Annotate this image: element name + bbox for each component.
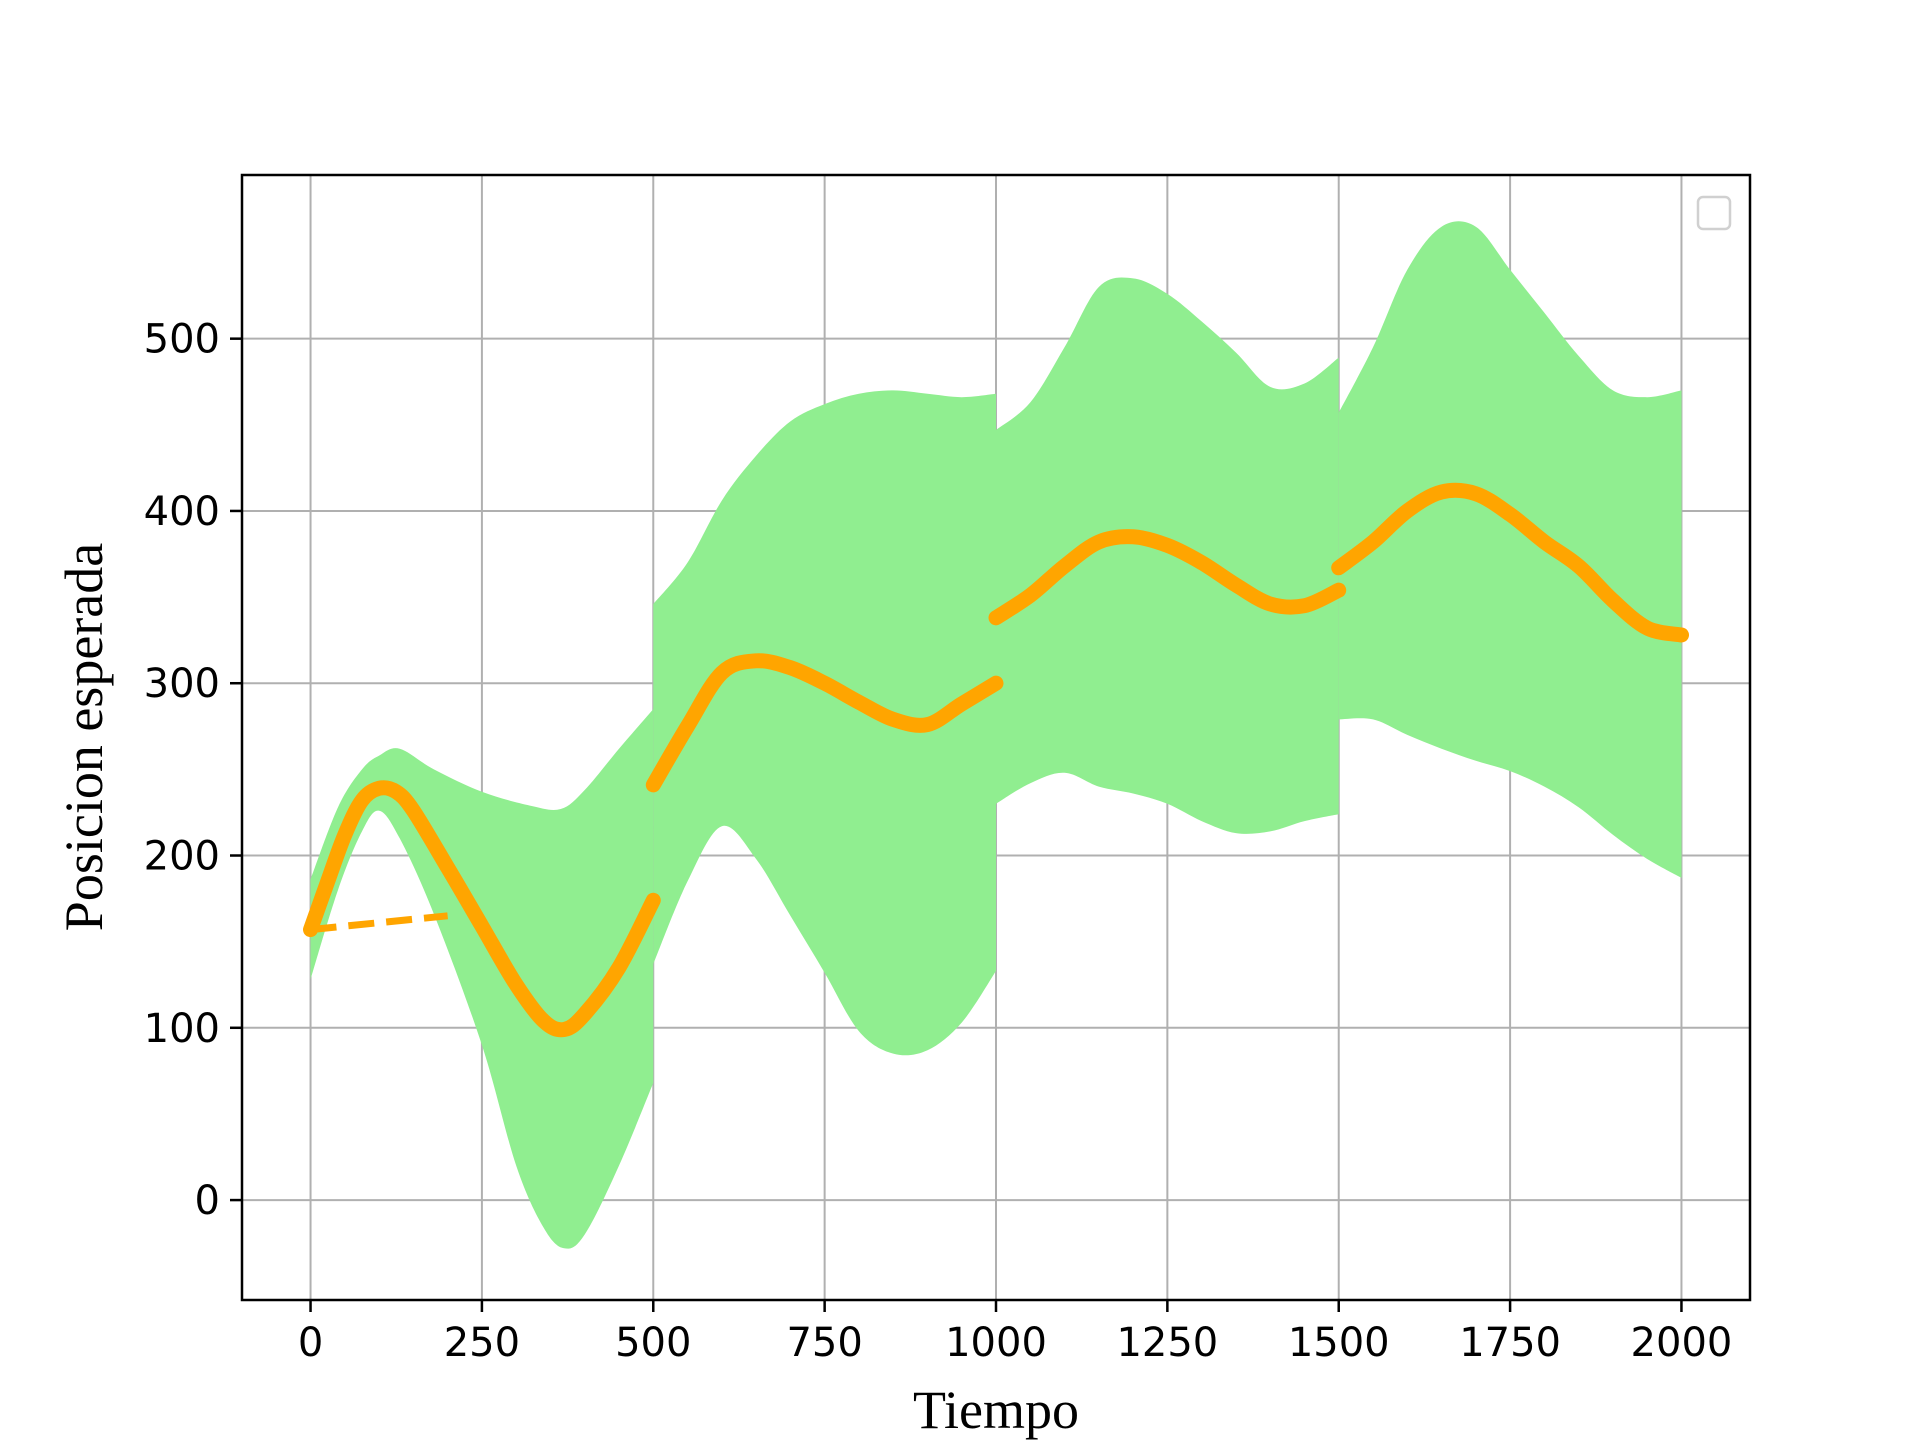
x-axis-ticks: 0 250 500 750 1000 1250 1500 1750 2000 bbox=[298, 1300, 1733, 1366]
x-tick-label: 500 bbox=[615, 1320, 691, 1366]
confidence-band-3 bbox=[996, 277, 1339, 834]
x-tick-label: 1500 bbox=[1288, 1320, 1390, 1366]
y-tick-label: 0 bbox=[195, 1178, 220, 1224]
mean-line-2 bbox=[645, 653, 1004, 793]
x-tick-label: 1000 bbox=[945, 1320, 1047, 1366]
legend-box bbox=[1696, 195, 1732, 231]
mean-line-3 bbox=[988, 529, 1347, 626]
x-tick-label: 250 bbox=[444, 1320, 520, 1366]
x-tick-label: 1750 bbox=[1459, 1320, 1561, 1366]
dashed-line bbox=[310, 912, 448, 934]
mean-line-4 bbox=[1331, 482, 1689, 643]
y-tick-label: 100 bbox=[144, 1006, 220, 1052]
x-tick-label: 1250 bbox=[1116, 1320, 1218, 1366]
y-axis-label: Posicion esperada bbox=[54, 543, 114, 931]
y-tick-label: 200 bbox=[144, 834, 220, 880]
confidence-band-1 bbox=[310, 709, 654, 1249]
confidence-band-4 bbox=[1338, 221, 1682, 878]
mean-lines bbox=[303, 482, 1689, 1038]
y-tick-label: 400 bbox=[144, 489, 220, 535]
confidence-bands bbox=[310, 221, 1682, 1249]
y-tick-label: 300 bbox=[144, 661, 220, 707]
x-axis-label: Tiempo bbox=[913, 1380, 1079, 1440]
x-tick-label: 750 bbox=[786, 1320, 862, 1366]
x-tick-label: 0 bbox=[298, 1320, 323, 1366]
y-axis-ticks: 0 100 200 300 400 500 bbox=[144, 317, 242, 1224]
confidence-band-2 bbox=[653, 390, 996, 1056]
y-tick-label: 500 bbox=[144, 317, 220, 363]
mean-line-1 bbox=[303, 780, 661, 1038]
x-tick-label: 2000 bbox=[1631, 1320, 1733, 1366]
